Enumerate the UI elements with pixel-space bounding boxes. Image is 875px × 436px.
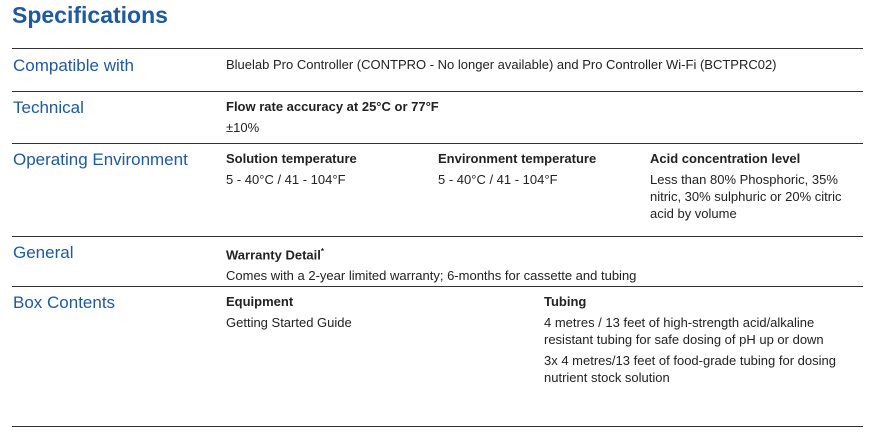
spec-value: Getting Started Guide <box>226 315 352 330</box>
spec-warranty: Warranty Detail* Comes with a 2-year lim… <box>226 243 826 284</box>
divider <box>12 286 863 287</box>
spec-solution-temp: Solution temperature 5 - 40°C / 41 - 104… <box>226 150 426 188</box>
spec-heading: Acid concentration level <box>650 151 801 166</box>
spec-heading: Warranty Detail <box>226 247 321 263</box>
page-title: Specifications <box>12 2 168 28</box>
row-label-compatible: Compatible with <box>13 56 134 75</box>
spec-heading: Tubing <box>544 294 587 309</box>
divider <box>12 236 863 237</box>
row-label-operating: Operating Environment <box>13 150 188 169</box>
divider <box>12 426 863 427</box>
spec-acid-concentration: Acid concentration level Less than 80% P… <box>650 150 862 222</box>
spec-value: ±10% <box>226 120 260 135</box>
spec-equipment: Equipment Getting Started Guide <box>226 293 526 331</box>
spec-environment-temp: Environment temperature 5 - 40°C / 41 - … <box>438 150 643 188</box>
footnote-marker: * <box>320 247 325 256</box>
spec-flow-rate: Flow rate accuracy at 25°C or 77°F ±10% <box>226 98 626 136</box>
compatible-value: Bluelab Pro Controller (CONTPRO - No lon… <box>226 57 777 72</box>
spec-value: 3x 4 metres/13 feet of food-grade tubing… <box>544 353 836 385</box>
row-label-technical: Technical <box>13 98 84 117</box>
spec-value: 5 - 40°C / 41 - 104°F <box>226 172 346 187</box>
spec-heading: Equipment <box>226 294 294 309</box>
spec-heading: Flow rate accuracy at 25°C or 77°F <box>226 99 439 114</box>
spec-heading: Environment temperature <box>438 151 597 166</box>
spec-value: Less than 80% Phosphoric, 35% nitric, 30… <box>650 172 842 221</box>
divider <box>12 143 863 144</box>
divider <box>12 91 863 92</box>
spec-value: Comes with a 2-year limited warranty; 6-… <box>226 268 637 284</box>
row-label-box-contents: Box Contents <box>13 293 116 312</box>
spec-heading: Solution temperature <box>226 151 357 166</box>
spec-value: 5 - 40°C / 41 - 104°F <box>438 172 558 187</box>
spec-tubing: Tubing 4 metres / 13 feet of high-streng… <box>544 293 862 386</box>
spec-value: 4 metres / 13 feet of high-strength acid… <box>544 315 824 347</box>
row-label-general: General <box>13 243 74 262</box>
divider <box>12 48 863 49</box>
